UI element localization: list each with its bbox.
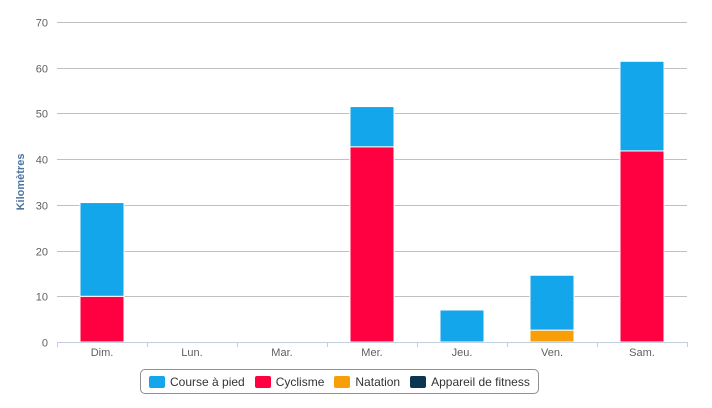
legend-swatch-cyclisme bbox=[254, 375, 271, 388]
bar-segment[interactable] bbox=[619, 60, 665, 152]
legend-item-cyclisme[interactable]: Cyclisme bbox=[254, 374, 325, 389]
x-tick-label: Dim. bbox=[91, 347, 114, 359]
y-tick-label: 30 bbox=[36, 201, 48, 213]
legend-swatch-course bbox=[149, 375, 165, 388]
y-tick-label: 40 bbox=[36, 155, 48, 167]
y-tick-label: 0 bbox=[42, 338, 48, 350]
x-tick-label: Jeu. bbox=[452, 347, 473, 359]
legend-item-natation[interactable]: Natation bbox=[334, 375, 400, 389]
bar-segment[interactable] bbox=[439, 309, 485, 343]
legend: Course à pied Cyclisme Natation Appareil… bbox=[140, 369, 539, 394]
y-tick-label: 70 bbox=[36, 18, 48, 30]
x-tick-label: Mer. bbox=[361, 347, 382, 359]
legend-item-course[interactable]: Course à pied bbox=[149, 375, 245, 389]
bar-segment[interactable] bbox=[619, 150, 665, 343]
legend-label-natation: Natation bbox=[355, 374, 401, 389]
bar-segment[interactable] bbox=[349, 106, 395, 148]
y-tick-label: 50 bbox=[36, 109, 48, 121]
bar-segment[interactable] bbox=[79, 202, 125, 297]
bar-segment[interactable] bbox=[79, 295, 125, 343]
legend-label-cyclisme: Cyclisme bbox=[275, 374, 325, 389]
legend-item-fitness[interactable]: Appareil de fitness bbox=[410, 375, 530, 389]
x-axis-ticks: Dim. Lun. Mar. Mer. Jeu. Ven. Sam. bbox=[91, 347, 655, 359]
x-tick-label: Ven. bbox=[541, 347, 563, 359]
x-axis bbox=[57, 342, 688, 347]
y-tick-label: 10 bbox=[36, 292, 48, 304]
bar-segment[interactable] bbox=[529, 274, 575, 331]
legend-swatch-natation bbox=[334, 375, 351, 388]
x-tick-label: Sam. bbox=[629, 347, 655, 359]
x-tick-label: Mar. bbox=[271, 347, 292, 359]
legend-swatch-fitness bbox=[410, 375, 427, 388]
y-axis-title: Kilomètres bbox=[15, 154, 27, 211]
bars bbox=[79, 60, 665, 343]
legend-label-course: Course à pied bbox=[170, 374, 245, 389]
bar-segment[interactable] bbox=[349, 146, 395, 343]
x-tick-label: Lun. bbox=[181, 347, 202, 359]
bar-segment[interactable] bbox=[529, 329, 575, 343]
y-axis-ticks: 0 10 20 30 40 50 60 70 bbox=[36, 18, 48, 350]
legend-label-fitness: Appareil de fitness bbox=[431, 374, 530, 389]
y-tick-label: 60 bbox=[36, 64, 48, 76]
y-tick-label: 20 bbox=[36, 247, 48, 259]
